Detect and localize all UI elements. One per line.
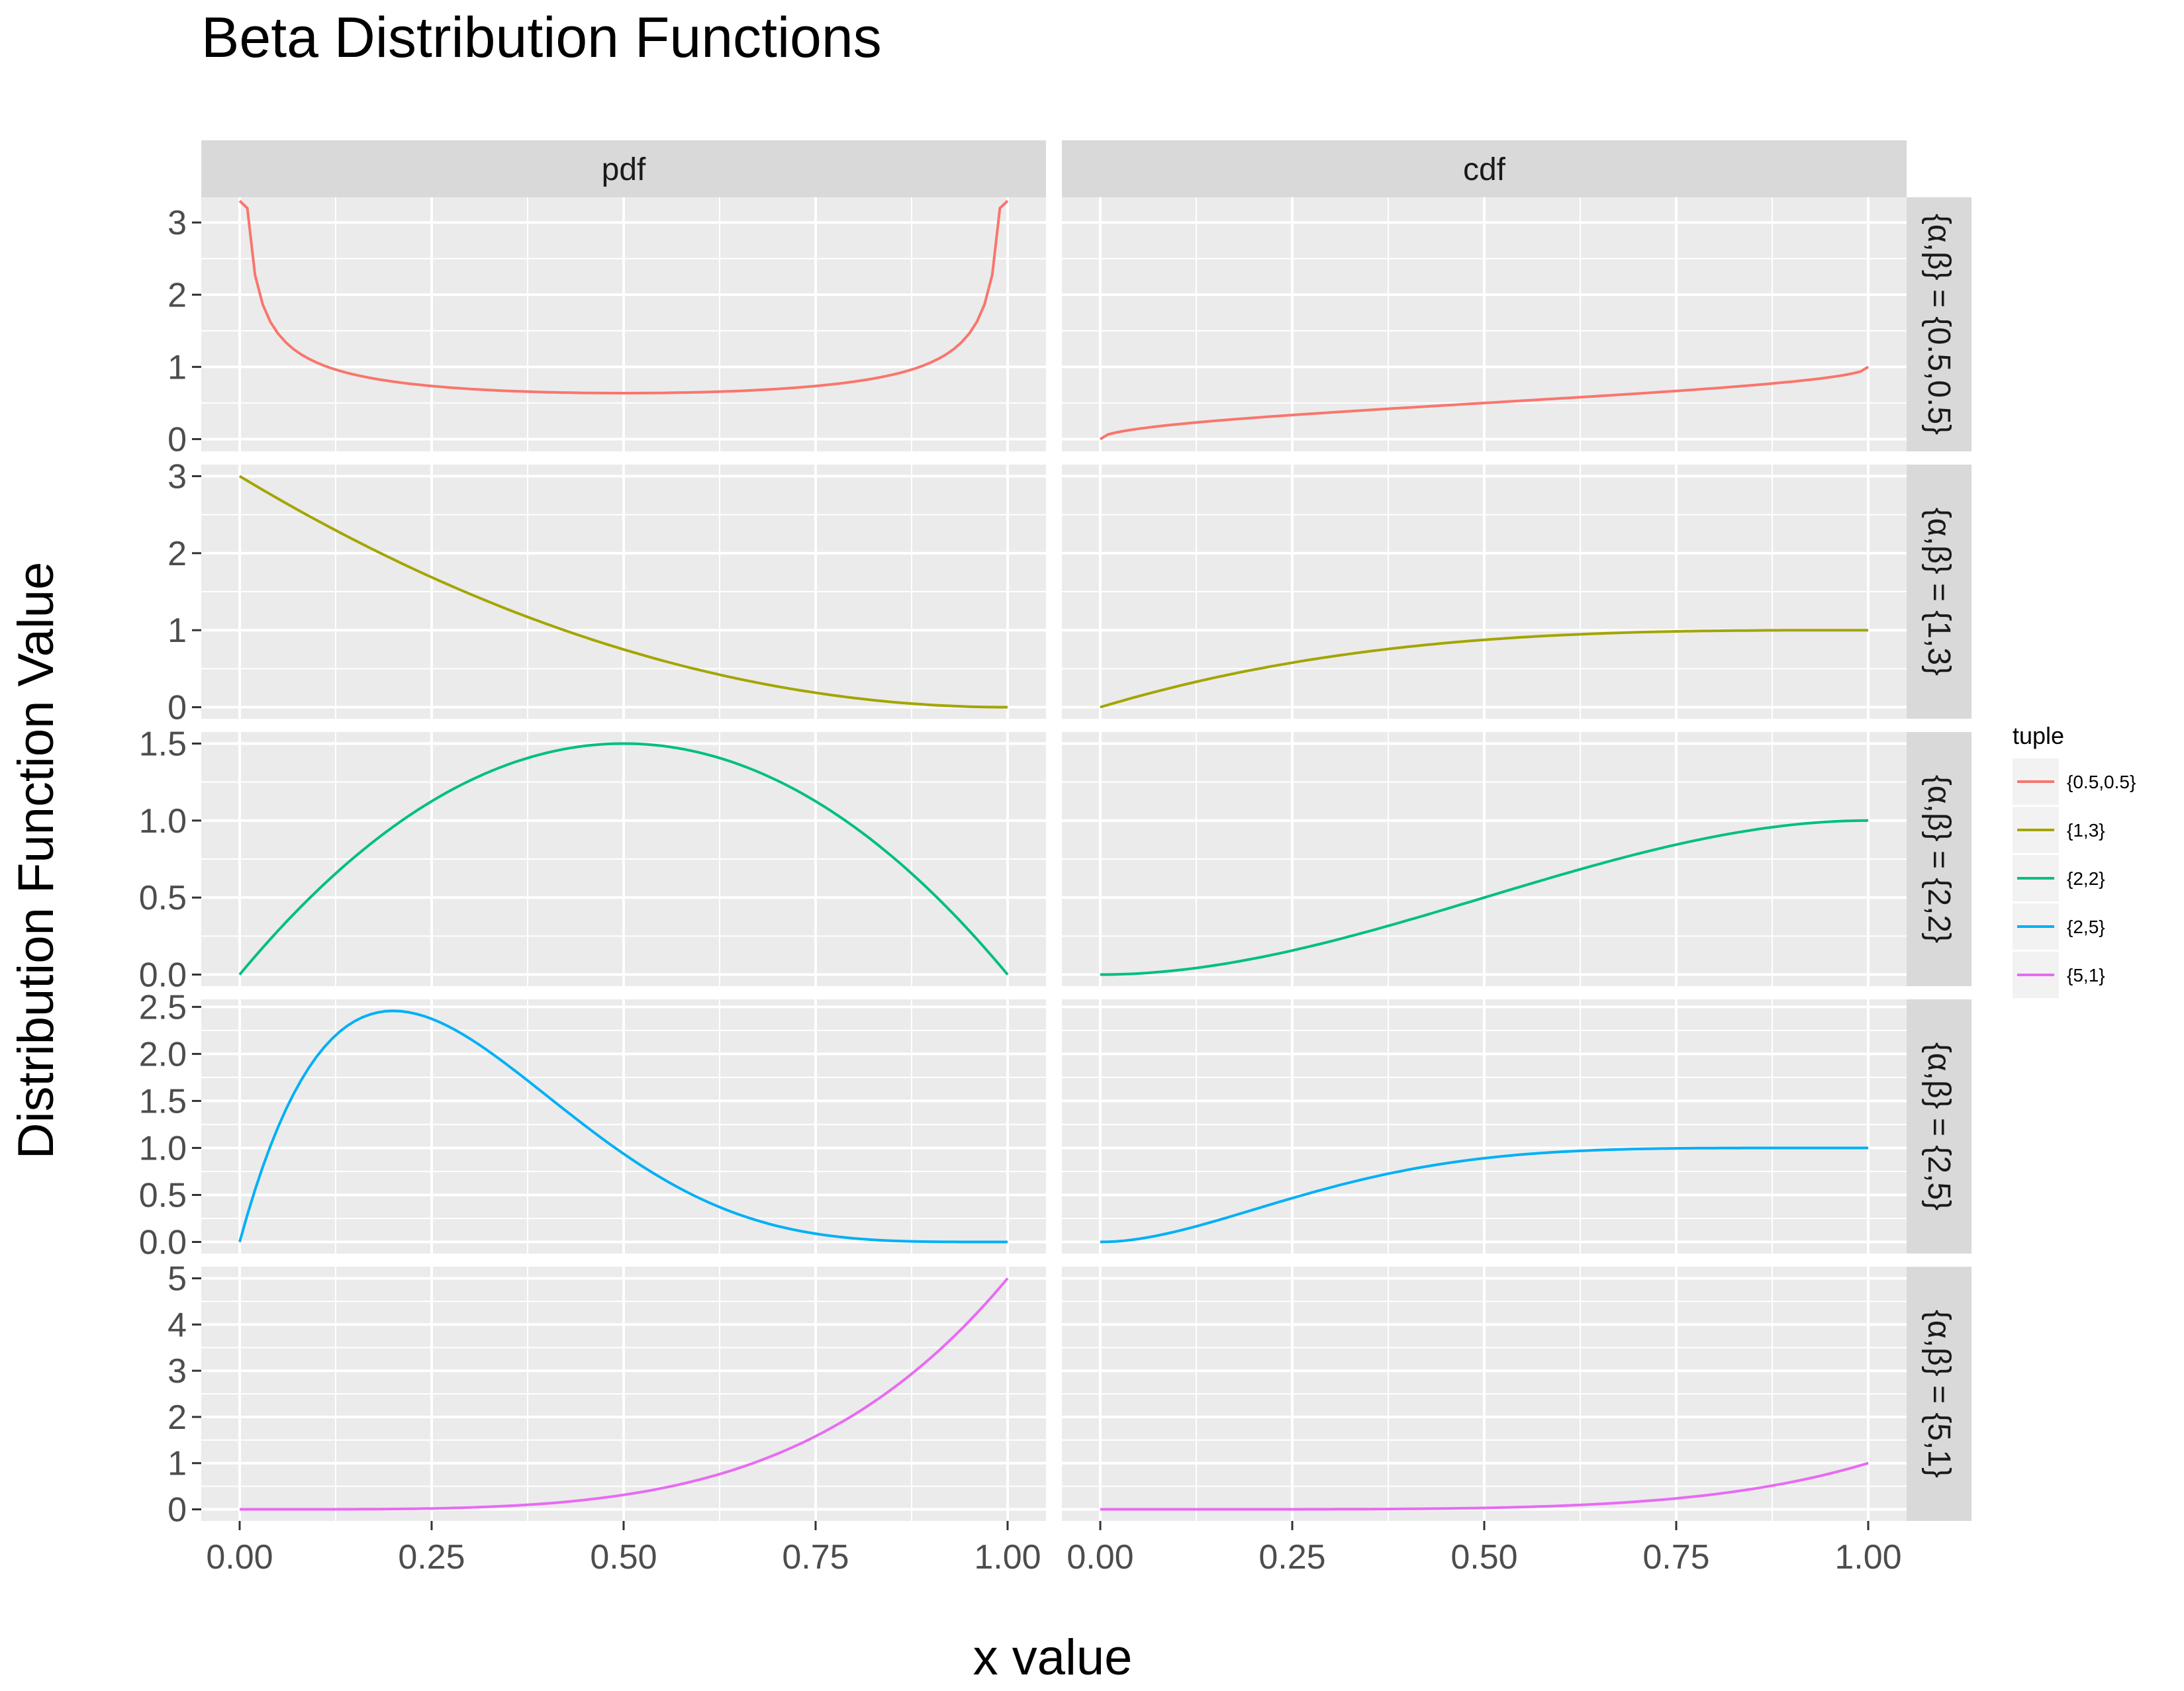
x-axis-title: x value (973, 1629, 1133, 1686)
series-line-pdf-2 (238, 742, 1009, 976)
legend: tuple {0.5,0.5} {1,3} {2,2} {2,5} {5,1} (2013, 722, 2136, 998)
y-tick-label: 3 (167, 457, 187, 496)
row-strip-2 (1907, 732, 1971, 986)
y-tick-label: 0.0 (139, 1224, 187, 1262)
y-tick-label: 5 (167, 1259, 187, 1298)
y-tick-label: 1 (167, 348, 187, 387)
series-line-cdf-2 (1100, 819, 1869, 976)
x-tick-label: 0.50 (590, 1538, 657, 1577)
column-strip-label-cdf: cdf (1463, 152, 1506, 187)
y-tick-label: 0.5 (139, 1176, 187, 1214)
x-tick-label: 0.75 (782, 1538, 849, 1577)
y-tick-label: 0 (167, 420, 187, 459)
y-tick-label: 2 (167, 535, 187, 573)
legend-title: tuple (2013, 722, 2064, 749)
column-strip-label-pdf: pdf (602, 152, 646, 187)
y-tick-label: 0 (167, 1491, 187, 1530)
y-tick-label: 4 (167, 1306, 187, 1344)
series-line-cdf-1 (1100, 629, 1868, 709)
legend-label-1: {1,3} (2067, 820, 2105, 841)
y-tick-label: 1.0 (139, 1129, 187, 1167)
series-line-cdf-3 (1100, 1146, 1868, 1244)
x-tick-label: 1.00 (1834, 1538, 1901, 1577)
row-strip-label-0: {α,β} = {0.5,0.5} (1921, 214, 1956, 435)
row-strip-label-4: {α,β} = {5,1} (1921, 1310, 1956, 1478)
y-tick-label: 2 (167, 1398, 187, 1437)
y-tick-label: 2.5 (139, 988, 187, 1027)
x-tick-label: 0.75 (1642, 1538, 1709, 1577)
series-line-cdf-4 (1100, 1461, 1869, 1511)
row-strip-0 (1907, 197, 1971, 451)
row-strip-label-3: {α,β} = {2,5} (1921, 1042, 1956, 1211)
series-line-pdf-4 (240, 1277, 1009, 1511)
x-tick-label: 0.25 (398, 1538, 465, 1577)
chart-title: Beta Distribution Functions (201, 6, 882, 69)
y-tick-label: 1.0 (139, 802, 187, 841)
y-tick-label: 0 (167, 689, 187, 727)
column-strip-pdf (201, 140, 1046, 197)
row-strip-1 (1907, 465, 1971, 719)
y-tick-label: 1 (167, 612, 187, 650)
y-tick-label: 2.0 (139, 1035, 187, 1074)
x-tick-label: 0.50 (1450, 1538, 1517, 1577)
y-tick-label: 2 (167, 276, 187, 314)
legend-label-2: {2,2} (2067, 868, 2105, 889)
legend-label-4: {5,1} (2067, 965, 2105, 985)
column-strip-cdf (1062, 140, 1907, 197)
y-tick-label: 3 (167, 204, 187, 242)
y-tick-label: 1 (167, 1445, 187, 1483)
y-tick-label: 1.5 (139, 725, 187, 763)
series-line-pdf-1 (238, 475, 1008, 709)
legend-label-3: {2,5} (2067, 917, 2105, 937)
x-tick-label: 0.00 (1067, 1538, 1133, 1577)
row-strip-4 (1907, 1267, 1971, 1521)
row-strip-label-1: {α,β} = {1,3} (1921, 508, 1956, 676)
series-line-pdf-3 (238, 1009, 1008, 1244)
legend-label-0: {0.5,0.5} (2067, 772, 2136, 792)
y-tick-label: 0.0 (139, 956, 187, 995)
y-tick-label: 0.5 (139, 879, 187, 917)
y-axis-title: Distribution Function Value (8, 562, 64, 1160)
x-tick-label: 0.25 (1258, 1538, 1325, 1577)
x-tick-label: 1.00 (974, 1538, 1041, 1577)
panels-layer: pdf cdf {α,β} = {0.5,0.5} 0 1 2 3 {α,β} = {1,3}… (139, 140, 1971, 1577)
y-tick-label: 1.5 (139, 1082, 187, 1120)
series-line-pdf-0 (238, 200, 1009, 394)
x-tick-label: 0.00 (206, 1538, 273, 1577)
series-line-cdf-0 (1099, 365, 1870, 441)
row-strip-3 (1907, 999, 1971, 1254)
row-strip-label-2: {α,β} = {2,2} (1921, 775, 1956, 943)
y-tick-label: 3 (167, 1352, 187, 1391)
